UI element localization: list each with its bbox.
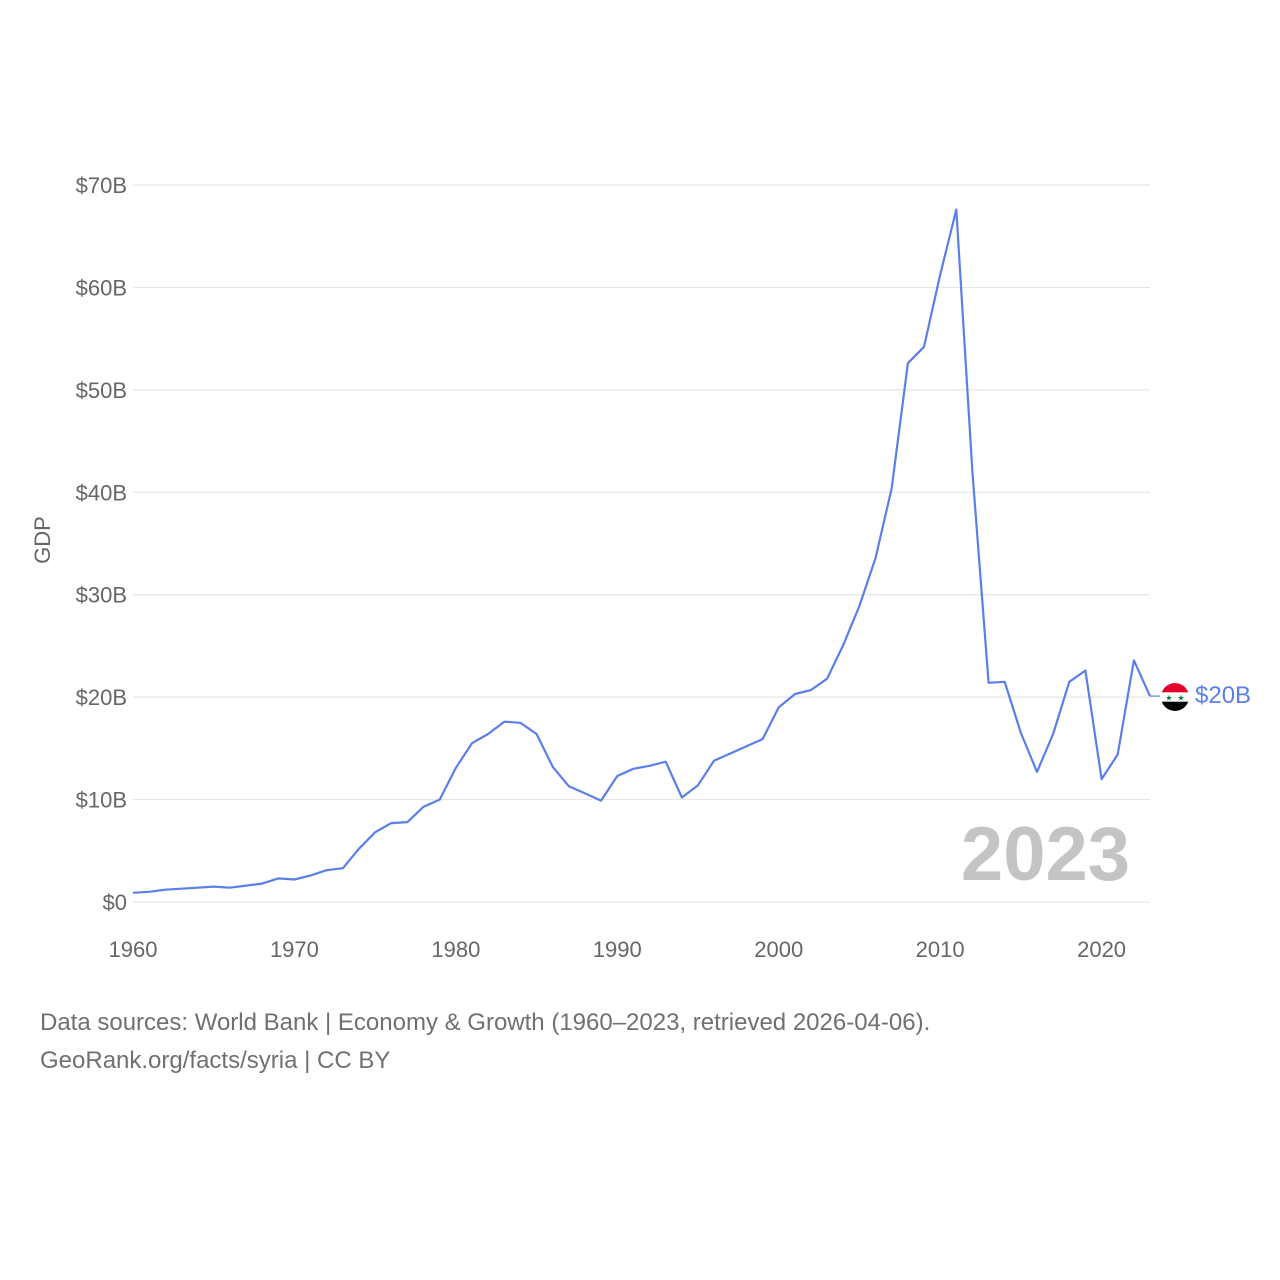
x-tick-label: 1980 xyxy=(431,937,480,962)
y-axis-label: GDP xyxy=(30,516,55,564)
x-tick-label: 2020 xyxy=(1077,937,1126,962)
y-tick-label: $70B xyxy=(76,173,127,198)
y-tick-label: $10B xyxy=(76,788,127,813)
x-tick-label: 1990 xyxy=(593,937,642,962)
y-axis-ticks: $0 $10B $20B $30B $40B $50B $60B $70B xyxy=(76,173,127,915)
gdp-series-line xyxy=(132,208,1152,894)
x-tick-label: 2010 xyxy=(916,937,965,962)
x-tick-label: 2000 xyxy=(754,937,803,962)
y-tick-label: $30B xyxy=(76,583,127,608)
latest-value-label: $20B xyxy=(1195,682,1251,709)
svg-text:★: ★ xyxy=(1165,694,1172,703)
x-tick-label: 1960 xyxy=(109,937,158,962)
current-year-watermark: 2023 xyxy=(961,812,1130,897)
y-tick-label: $0 xyxy=(103,890,127,915)
x-axis-ticks: 1960 1970 1980 1990 2000 2010 2020 xyxy=(109,937,1127,962)
source-line: Data sources: World Bank | Economy & Gro… xyxy=(40,1009,931,1036)
attribution-line: GeoRank.org/facts/syria | CC BY xyxy=(40,1047,391,1074)
svg-text:★: ★ xyxy=(1177,694,1184,703)
gridlines xyxy=(133,184,1150,903)
y-tick-label: $60B xyxy=(76,275,127,300)
syria-flag-icon: ★ ★ xyxy=(1161,683,1189,711)
y-tick-label: $40B xyxy=(76,480,127,505)
gdp-data-points xyxy=(132,209,1151,893)
x-tick-label: 1970 xyxy=(270,937,319,962)
y-tick-label: $50B xyxy=(76,378,127,403)
data-source-footer: Data sources: World Bank | Economy & Gro… xyxy=(40,1004,930,1080)
y-tick-label: $20B xyxy=(76,685,127,710)
gdp-line-chart: $0$10B$20B$30B$40B$50B$60B$70B 1960 1970 1… xyxy=(30,173,1251,962)
